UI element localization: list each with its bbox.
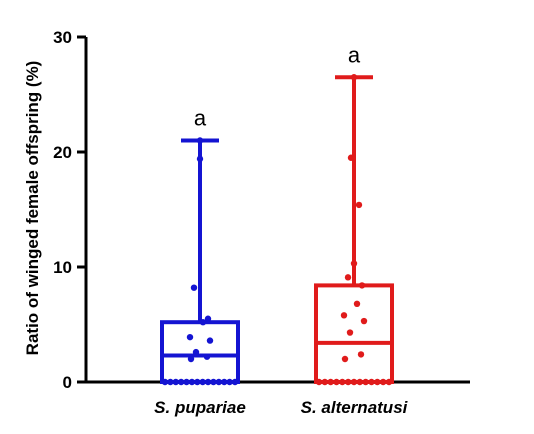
data-point: [321, 378, 329, 386]
data-point: [353, 300, 361, 307]
data-point: [379, 378, 387, 386]
data-point: [362, 378, 369, 386]
y-tick-label: 30: [53, 28, 72, 47]
data-point: [199, 319, 207, 326]
data-point: [368, 378, 375, 386]
data-point: [188, 378, 196, 386]
data-point: [333, 378, 340, 386]
data-point: [226, 378, 233, 386]
data-point: [357, 351, 365, 358]
data-point: [347, 154, 355, 161]
data-point: [177, 378, 185, 386]
data-point: [221, 378, 228, 386]
y-axis-label: Ratio of winged female offspring (%): [23, 61, 42, 356]
box-group: a: [160, 106, 240, 386]
data-point: [190, 284, 198, 291]
data-point: [196, 137, 204, 144]
data-point: [356, 378, 364, 386]
data-point: [360, 317, 368, 325]
y-tick-label: 0: [63, 373, 72, 392]
data-point: [183, 378, 190, 386]
data-point: [340, 312, 348, 319]
data-point: [167, 378, 174, 386]
data-point: [385, 378, 393, 386]
data-point: [350, 260, 358, 267]
data-point: [204, 378, 212, 386]
data-point: [358, 282, 366, 289]
y-tick-label: 10: [53, 258, 72, 277]
box-rect: [160, 320, 240, 385]
data-point: [210, 378, 217, 386]
data-point: [344, 378, 352, 386]
y-tick-label: 20: [53, 143, 72, 162]
data-point: [161, 378, 169, 386]
data-point: [203, 353, 211, 360]
data-point: [196, 155, 204, 163]
data-point: [172, 378, 179, 386]
data-point: [350, 378, 358, 386]
data-point: [315, 378, 323, 386]
data-point: [187, 355, 195, 363]
data-point: [341, 355, 349, 363]
data-point: [355, 201, 363, 209]
data-point: [374, 378, 381, 386]
data-point: [194, 378, 201, 386]
x-category-label: S. pupariae: [154, 398, 246, 417]
data-point: [206, 337, 214, 344]
x-category-label: S. alternatusi: [301, 398, 409, 417]
data-point: [339, 378, 346, 386]
boxes: aa: [160, 42, 394, 386]
significance-label: a: [194, 106, 207, 131]
box-group: a: [314, 42, 394, 386]
data-point: [192, 348, 200, 356]
data-point: [204, 315, 212, 322]
data-point: [186, 333, 194, 341]
data-point: [327, 378, 334, 386]
data-point: [215, 378, 223, 386]
data-point: [199, 378, 206, 386]
box-rect: [314, 283, 394, 384]
data-point: [346, 329, 354, 336]
data-point: [231, 378, 239, 386]
data-point: [350, 74, 358, 81]
data-point: [344, 274, 352, 281]
axes: 0 10 20 30 S. pupariae S. alternatusi: [53, 28, 470, 417]
significance-label: a: [348, 42, 361, 67]
